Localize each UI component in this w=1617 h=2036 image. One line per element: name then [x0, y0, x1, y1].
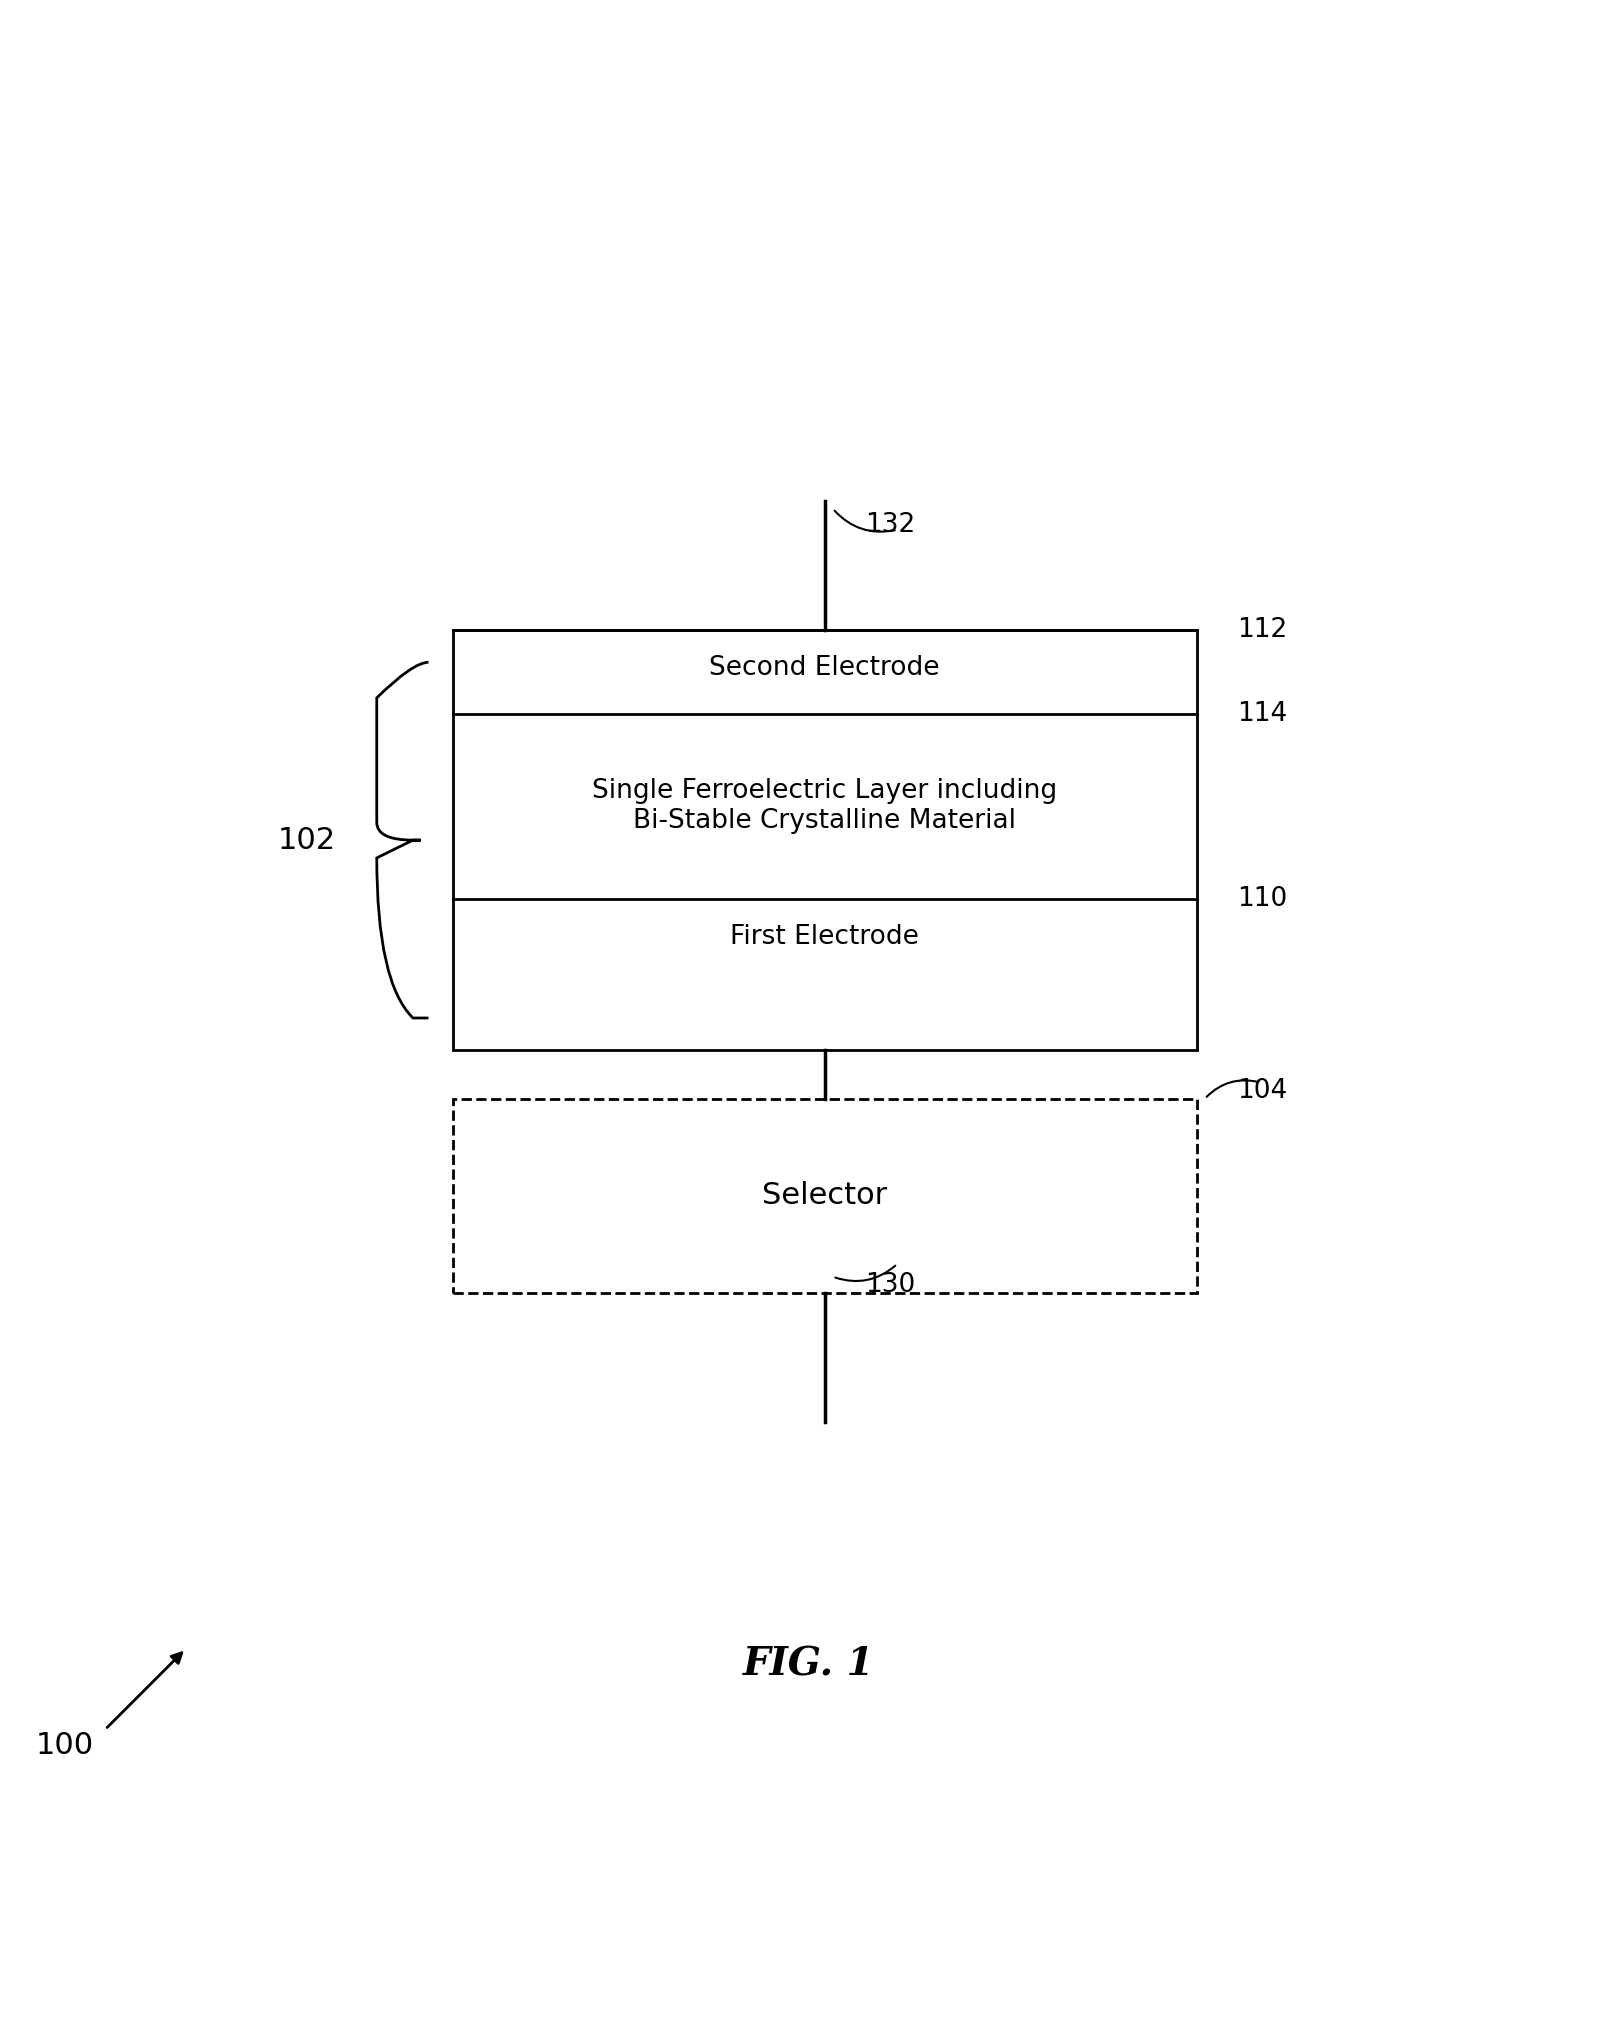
Text: 130: 130: [865, 1272, 915, 1297]
Bar: [453, 1099, 1197, 1293]
Text: First Electrode: First Electrode: [731, 924, 918, 951]
Text: 132: 132: [865, 511, 915, 538]
Text: 100: 100: [36, 1731, 94, 1761]
Bar: [453, 629, 1197, 1051]
Text: Single Ferroelectric Layer including
Bi-Stable Crystalline Material: Single Ferroelectric Layer including Bi-…: [592, 778, 1058, 835]
Text: 102: 102: [278, 827, 336, 855]
Text: Selector: Selector: [762, 1181, 888, 1209]
Text: 112: 112: [1237, 617, 1287, 643]
Text: 104: 104: [1237, 1077, 1287, 1104]
Text: Second Electrode: Second Electrode: [710, 656, 939, 680]
Text: 114: 114: [1237, 700, 1287, 727]
Text: 110: 110: [1237, 886, 1287, 912]
Text: FIG. 1: FIG. 1: [742, 1645, 875, 1684]
